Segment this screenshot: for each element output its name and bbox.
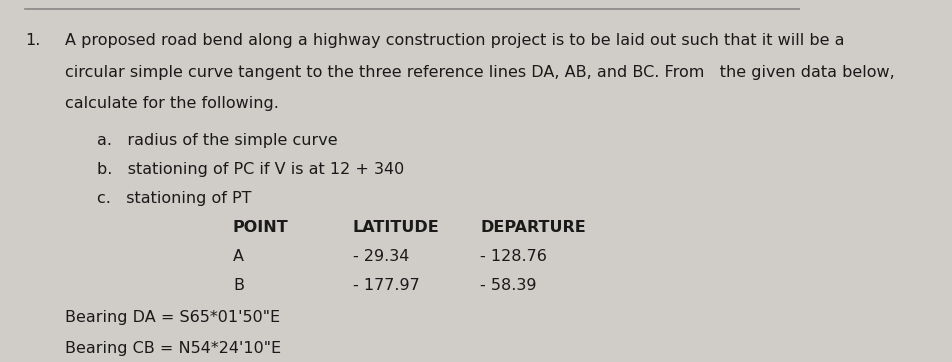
Text: b.   stationing of PC if V is at 12 + 340: b. stationing of PC if V is at 12 + 340: [97, 162, 405, 177]
Text: Bearing CB = N54*24'10"E: Bearing CB = N54*24'10"E: [66, 341, 282, 356]
Text: circular simple curve tangent to the three reference lines DA, AB, and BC. From : circular simple curve tangent to the thr…: [66, 64, 895, 80]
Text: a.   radius of the simple curve: a. radius of the simple curve: [97, 133, 338, 148]
Text: B: B: [233, 278, 244, 293]
Text: calculate for the following.: calculate for the following.: [66, 96, 279, 111]
Text: LATITUDE: LATITUDE: [352, 220, 440, 235]
Text: - 177.97: - 177.97: [352, 278, 420, 293]
Text: - 128.76: - 128.76: [481, 249, 547, 264]
Text: POINT: POINT: [233, 220, 288, 235]
Text: Bearing DA = S65*01'50"E: Bearing DA = S65*01'50"E: [66, 310, 281, 325]
Text: DEPARTURE: DEPARTURE: [481, 220, 586, 235]
Text: A proposed road bend along a highway construction project is to be laid out such: A proposed road bend along a highway con…: [66, 33, 844, 48]
Text: A: A: [233, 249, 244, 264]
Text: 1.: 1.: [26, 33, 41, 48]
Text: c.   stationing of PT: c. stationing of PT: [97, 191, 251, 206]
Text: - 58.39: - 58.39: [481, 278, 537, 293]
Text: - 29.34: - 29.34: [352, 249, 409, 264]
